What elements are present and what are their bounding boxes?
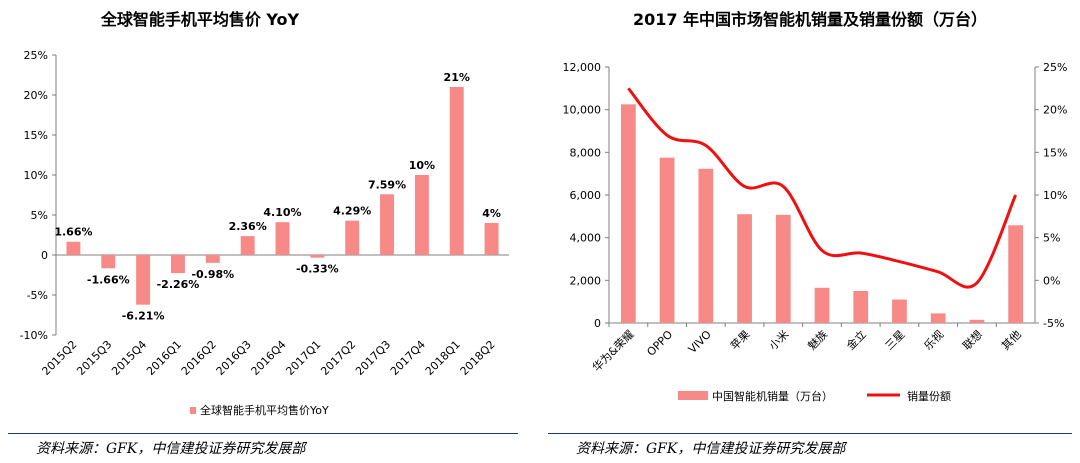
y-tick-label: -10% xyxy=(20,329,48,342)
bar xyxy=(136,255,151,305)
bar xyxy=(101,255,116,269)
bar xyxy=(621,104,636,323)
right-chart-title: 2017 年中国市场智能机销量及销量份额（万台） xyxy=(632,10,988,29)
x-tick-label: 2016Q3 xyxy=(214,338,254,378)
bar xyxy=(170,255,185,274)
x-tick-label: 小米 xyxy=(767,328,792,353)
right-y-tick-label: 25% xyxy=(1043,61,1067,74)
bar xyxy=(814,287,830,323)
bar xyxy=(414,175,429,255)
y-tick-label: 20% xyxy=(24,89,48,102)
x-tick-label: VIVO xyxy=(686,328,714,356)
x-tick-label: OPPO xyxy=(644,328,675,359)
bar xyxy=(737,214,752,323)
bar xyxy=(484,223,499,255)
bar xyxy=(380,194,395,255)
right-chart-panel: 2017 年中国市场智能机销量及销量份额（万台） 12,000 10,000 8,0… xyxy=(540,0,1080,463)
data-label: 4.29% xyxy=(333,205,371,218)
bar xyxy=(66,241,81,255)
x-tick-label: 2017Q3 xyxy=(353,338,393,378)
left-y-tick-label: 6,000 xyxy=(570,189,602,202)
data-label: -6.21% xyxy=(122,310,165,323)
bar xyxy=(969,319,985,323)
left-y-tick-label: 0 xyxy=(594,317,601,330)
left-chart-svg: 25% 20% 15% 10% 5% 0 -5% -10% 1.66% 2015Q2 -1.66% 2… xyxy=(20,49,509,417)
x-tick-label: 2016Q1 xyxy=(144,338,184,378)
bar xyxy=(310,255,325,258)
right-y-tick-label: -5% xyxy=(1043,317,1064,330)
y-tick-label: 25% xyxy=(24,49,48,62)
left-source-text: 资料来源：GFK，中信建投证券研究发展部 xyxy=(36,441,306,457)
data-label: 7.59% xyxy=(368,178,406,191)
bar xyxy=(853,291,869,323)
x-tick-label: 三星 xyxy=(883,328,908,353)
x-tick-label: 其他 xyxy=(999,328,1024,353)
bar xyxy=(659,157,675,323)
right-y-tick-label: 15% xyxy=(1043,146,1067,159)
data-label: 4.10% xyxy=(263,206,301,219)
x-tick-label: 2016Q4 xyxy=(249,338,289,378)
left-y-tick-label: 4,000 xyxy=(570,232,602,245)
data-label: -0.33% xyxy=(296,263,339,276)
bar xyxy=(1008,225,1023,323)
y-tick-label: 15% xyxy=(24,129,48,142)
left-chart-title: 全球智能手机平均售价 YoY xyxy=(100,10,300,29)
left-chart-panel: 全球智能手机平均售价 YoY 25% 20% 15% 10% 5% 0 -5% -10% 1.6… xyxy=(8,10,518,457)
data-label: 21% xyxy=(444,71,470,84)
data-label: -0.98% xyxy=(191,268,234,281)
bar xyxy=(775,214,791,323)
left-y-tick-label: 10,000 xyxy=(563,104,602,117)
x-tick-label: 华为&荣耀 xyxy=(589,327,636,374)
legend-bar-label: 中国智能机销量（万台） xyxy=(712,389,833,403)
data-label: 4% xyxy=(482,207,501,220)
bar xyxy=(240,236,255,255)
right-y-tick-label: 20% xyxy=(1043,104,1067,117)
bar xyxy=(892,299,907,323)
x-tick-label: 2016Q2 xyxy=(179,338,219,378)
x-tick-label: 2018Q2 xyxy=(458,338,498,378)
bar xyxy=(930,313,946,323)
right-y-tick-label: 0% xyxy=(1043,274,1060,287)
x-tick-label: 乐视 xyxy=(921,327,946,352)
right-source-divider xyxy=(548,433,1072,434)
bar xyxy=(345,220,360,255)
x-tick-label: 魅族 xyxy=(805,327,830,352)
bar xyxy=(275,222,290,255)
legend-label: 全球智能手机平均售价YoY xyxy=(200,403,329,417)
data-label: -2.26% xyxy=(157,278,200,291)
legend-swatch xyxy=(190,407,196,414)
right-source-text: 资料来源：GFK，中信建投证券研究发展部 xyxy=(576,441,846,457)
data-label: 1.66% xyxy=(54,226,92,239)
left-source-divider xyxy=(8,433,518,434)
left-y-tick-label: 12,000 xyxy=(563,61,602,74)
x-tick-label: 苹果 xyxy=(727,327,752,352)
x-tick-label: 2015Q4 xyxy=(109,338,149,378)
x-tick-label: 联想 xyxy=(960,327,985,352)
right-chart-svg: 12,000 10,000 8,000 6,000 4,000 2,000 0 25% 20% 1… xyxy=(563,61,1068,403)
x-tick-label: 2015Q3 xyxy=(74,338,114,378)
bar xyxy=(449,87,464,255)
share-line xyxy=(627,87,1018,289)
data-label: -1.66% xyxy=(87,273,130,286)
bar xyxy=(698,168,714,323)
legend-bar-swatch xyxy=(678,391,708,400)
x-tick-label: 2018Q1 xyxy=(423,338,463,378)
left-y-tick-label: 8,000 xyxy=(570,146,602,159)
data-label: 10% xyxy=(409,159,435,172)
legend-line-label: 销量份额 xyxy=(907,389,951,403)
bar xyxy=(205,255,220,263)
x-tick-label: 2017Q4 xyxy=(388,338,428,378)
data-label: 2.36% xyxy=(229,220,267,233)
x-tick-label: 2017Q2 xyxy=(318,338,358,378)
y-tick-label: 5% xyxy=(31,209,48,222)
right-y-tick-label: 5% xyxy=(1043,232,1060,245)
x-tick-label: 2015Q2 xyxy=(39,338,79,378)
x-tick-label: 金立 xyxy=(843,327,868,352)
y-tick-label: -5% xyxy=(27,289,48,302)
right-y-tick-label: 10% xyxy=(1043,189,1067,202)
left-y-tick-label: 2,000 xyxy=(570,274,602,287)
y-tick-label: 0 xyxy=(41,249,48,262)
y-tick-label: 10% xyxy=(24,169,48,182)
x-tick-label: 2017Q1 xyxy=(283,338,323,378)
